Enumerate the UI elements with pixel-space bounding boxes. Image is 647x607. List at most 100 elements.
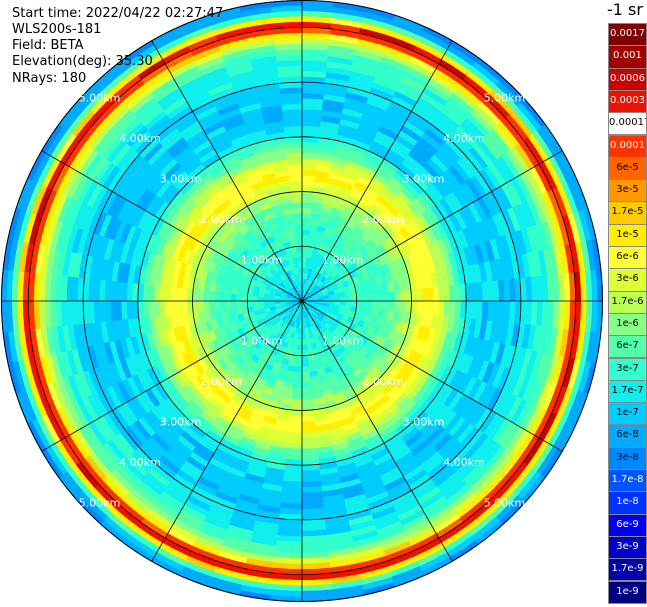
heatmap-cell — [202, 466, 225, 482]
heatmap-cell — [395, 374, 409, 390]
heatmap-cell — [280, 397, 292, 406]
heatmap-cell — [78, 149, 99, 176]
heatmap-cell — [198, 148, 218, 164]
heatmap-cell — [248, 247, 259, 258]
heatmap-cell — [263, 362, 274, 372]
heatmap-cell — [458, 335, 469, 354]
heatmap-cell — [421, 495, 448, 516]
heatmap-cell — [120, 300, 128, 320]
heatmap-cell — [329, 33, 359, 45]
heatmap-cell — [458, 374, 473, 395]
heatmap-cell — [102, 135, 124, 160]
heatmap-cell — [311, 305, 318, 310]
heatmap-cell — [429, 361, 443, 379]
heatmap-cell — [421, 301, 429, 315]
heatmap-cell — [537, 326, 548, 353]
heatmap-cell — [197, 256, 208, 269]
heatmap-cell — [228, 363, 240, 375]
heatmap-cell — [432, 329, 442, 346]
heatmap-cell — [436, 238, 449, 256]
heatmap-cell — [403, 519, 431, 537]
heatmap-cell — [399, 226, 412, 242]
heatmap-cell — [416, 326, 426, 341]
heatmap-cell — [456, 423, 476, 445]
heatmap-cell — [323, 303, 330, 307]
heatmap-cell — [55, 274, 63, 301]
heatmap-cell — [210, 500, 235, 515]
heatmap-cell — [266, 235, 276, 245]
heatmap-cell — [126, 125, 149, 148]
heatmap-cell — [440, 105, 464, 127]
heatmap-cell — [263, 292, 270, 298]
heatmap-cell — [150, 556, 182, 577]
heatmap-cell — [348, 190, 363, 202]
heatmap-cell — [347, 234, 358, 245]
heatmap-cell — [307, 240, 315, 248]
heatmap-cell — [301, 311, 304, 319]
heatmap-cell — [220, 370, 233, 383]
heatmap-cell — [295, 310, 299, 318]
heatmap-cell — [318, 273, 325, 281]
heatmap-cell — [444, 443, 466, 465]
heatmap-cell — [312, 196, 324, 205]
heatmap-cell — [195, 212, 209, 228]
heatmap-cell — [328, 39, 358, 50]
heatmap-cell — [341, 280, 350, 288]
heatmap-cell — [330, 431, 347, 441]
heatmap-cell — [485, 132, 507, 157]
heatmap-cell — [250, 180, 266, 192]
heatmap-cell — [305, 333, 311, 340]
heatmap-cell — [371, 234, 383, 247]
heatmap-cell — [541, 301, 549, 328]
heatmap-cell — [261, 171, 277, 182]
colorbar-entry: 0.0003 — [608, 89, 647, 114]
heatmap-cell — [385, 180, 402, 196]
heatmap-cell — [411, 324, 421, 339]
heatmap-cell — [86, 394, 103, 419]
heatmap-cell — [111, 196, 127, 219]
heatmap-cell — [301, 578, 332, 587]
heatmap-cell — [86, 84, 113, 111]
heatmap-cell — [228, 227, 240, 239]
heatmap-cell — [577, 361, 592, 394]
heatmap-cell — [262, 177, 278, 187]
heatmap-cell — [231, 329, 241, 340]
heatmap-cell — [59, 437, 81, 466]
heatmap-cell — [532, 325, 543, 352]
heatmap-cell — [212, 210, 226, 225]
heatmap-cell — [463, 336, 474, 356]
heatmap-cell — [107, 65, 136, 90]
heatmap-cell — [294, 305, 299, 311]
heatmap-cell — [410, 352, 423, 368]
heatmap-cell — [359, 216, 373, 228]
heatmap-cell — [153, 300, 161, 317]
heatmap-cell — [161, 360, 175, 378]
heatmap-cell — [334, 296, 341, 302]
heatmap-cell — [5, 300, 14, 332]
heatmap-cell — [170, 300, 177, 315]
heatmap-cell — [257, 161, 274, 171]
heatmap-cell — [134, 229, 148, 249]
heatmap-cell — [279, 321, 286, 329]
heatmap-cell — [195, 442, 215, 458]
heatmap-cell — [253, 242, 264, 253]
polar-grid — [1, 0, 603, 602]
heatmap-cell — [372, 416, 390, 430]
heatmap-cell — [463, 204, 478, 226]
heatmap-cell — [191, 190, 208, 206]
heatmap-cell — [424, 500, 451, 520]
heatmap-cell — [62, 102, 87, 131]
heatmap-cell — [246, 123, 266, 135]
heatmap-cell — [358, 27, 389, 41]
heatmap-cell — [218, 264, 228, 276]
heatmap-cell — [362, 378, 376, 391]
heatmap-cell — [217, 198, 232, 212]
heatmap-cell — [335, 457, 355, 468]
heatmap-cell — [260, 225, 271, 235]
heatmap-cell — [307, 245, 314, 253]
heatmap-cell — [360, 231, 372, 243]
heatmap-cell — [176, 354, 189, 370]
heatmap-cell — [464, 429, 485, 452]
heatmap-cell — [302, 251, 308, 258]
heatmap-cell — [449, 540, 480, 563]
